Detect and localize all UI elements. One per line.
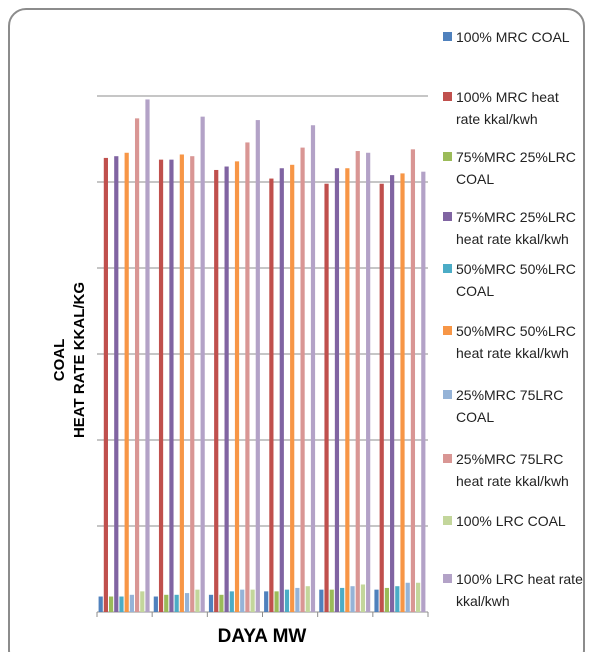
bar (240, 589, 245, 612)
bar (164, 594, 169, 612)
bar (284, 589, 290, 612)
bar (108, 596, 114, 612)
legend-swatch (443, 92, 452, 101)
legend-swatch (443, 574, 452, 583)
bar (395, 586, 400, 612)
legend-label: 75%MRC 25%LRC COAL (456, 149, 576, 187)
bar (103, 157, 108, 613)
bar (410, 149, 416, 612)
legend-entry: 50%MRC 50%LRC COAL (443, 258, 583, 302)
bar (421, 171, 426, 612)
bar (290, 164, 295, 613)
bar (340, 587, 345, 612)
bar (264, 591, 269, 612)
bar (350, 586, 355, 612)
bar (145, 99, 150, 612)
bar (169, 159, 174, 612)
legend-entry: 25%MRC 75LRC heat rate kkal/kwh (443, 448, 583, 492)
bar (374, 589, 379, 612)
legend-swatch (443, 326, 452, 335)
bar (208, 594, 214, 612)
bar (300, 147, 305, 612)
bar (305, 586, 310, 612)
x-label: DAYA MW (218, 626, 307, 647)
bar (360, 584, 366, 612)
legend-label: 100% LRC heat rate kkal/kwh (456, 571, 583, 609)
legend-label: 25%MRC 75LRC heat rate kkal/kwh (456, 451, 569, 489)
bar (184, 593, 190, 612)
bar (158, 159, 164, 612)
bar (400, 173, 405, 612)
legend-entry: 100% LRC COAL (443, 510, 583, 532)
legend-label: 50%MRC 50%LRC COAL (456, 261, 576, 299)
bar (319, 589, 324, 612)
legend-entry: 50%MRC 50%LRC heat rate kkal/kwh (443, 320, 583, 364)
bar (119, 596, 124, 612)
y-label: COAL (51, 339, 68, 382)
legend-label: 100% MRC COAL (456, 29, 570, 45)
bar (219, 594, 224, 612)
legend-entry: 25%MRC 75LRC COAL (443, 384, 583, 428)
bar (179, 154, 184, 613)
bar (129, 594, 134, 612)
bar (384, 587, 390, 612)
bar (200, 116, 205, 612)
bar (124, 152, 129, 612)
bar (134, 118, 140, 613)
bar (229, 591, 234, 612)
bar (390, 175, 395, 612)
bar (379, 183, 384, 612)
legend-label: 25%MRC 75LRC COAL (456, 387, 564, 425)
legend-label: 75%MRC 25%LRC heat rate kkal/kwh (456, 209, 576, 247)
bar (234, 161, 240, 613)
legend-label: 100% MRC heat rate kkal/kwh (456, 89, 559, 127)
legend-swatch (443, 212, 452, 221)
bar (98, 596, 103, 612)
bar (274, 591, 279, 612)
bar (269, 178, 274, 612)
bar (224, 166, 229, 612)
bar (279, 168, 284, 613)
bar (250, 589, 255, 612)
bar (174, 594, 179, 612)
bar (416, 582, 421, 612)
legend-label: 100% LRC COAL (456, 513, 566, 529)
bar (255, 120, 260, 612)
legend-entry: 100% LRC heat rate kkal/kwh (443, 568, 583, 612)
legend-entry: 100% MRC heat rate kkal/kwh (443, 86, 583, 130)
bar (324, 183, 329, 612)
bar (140, 591, 145, 612)
legend-entry: 100% MRC COAL (443, 26, 583, 48)
legend-swatch (443, 264, 452, 273)
bar (405, 582, 410, 612)
bar (355, 151, 360, 613)
legend-swatch (443, 390, 452, 399)
bar (345, 168, 350, 613)
bar (334, 168, 340, 613)
bar (295, 587, 300, 612)
bar (245, 142, 250, 612)
bar (329, 589, 334, 612)
bar (366, 152, 371, 612)
bar (114, 156, 119, 612)
bar (195, 589, 200, 612)
bar (310, 125, 316, 613)
frame (8, 8, 585, 652)
legend-entry: 75%MRC 25%LRC COAL (443, 146, 583, 190)
legend-label: 50%MRC 50%LRC heat rate kkal/kwh (456, 323, 576, 361)
bar (214, 169, 219, 612)
legend-swatch (443, 152, 452, 161)
legend-entry: 75%MRC 25%LRC heat rate kkal/kwh (443, 206, 583, 250)
legend-swatch (443, 32, 452, 41)
bar (153, 596, 158, 612)
bar (190, 156, 195, 612)
legend-swatch (443, 516, 452, 525)
legend-swatch (443, 454, 452, 463)
y-label: HEAT RATE KKAL/KG (71, 282, 88, 438)
